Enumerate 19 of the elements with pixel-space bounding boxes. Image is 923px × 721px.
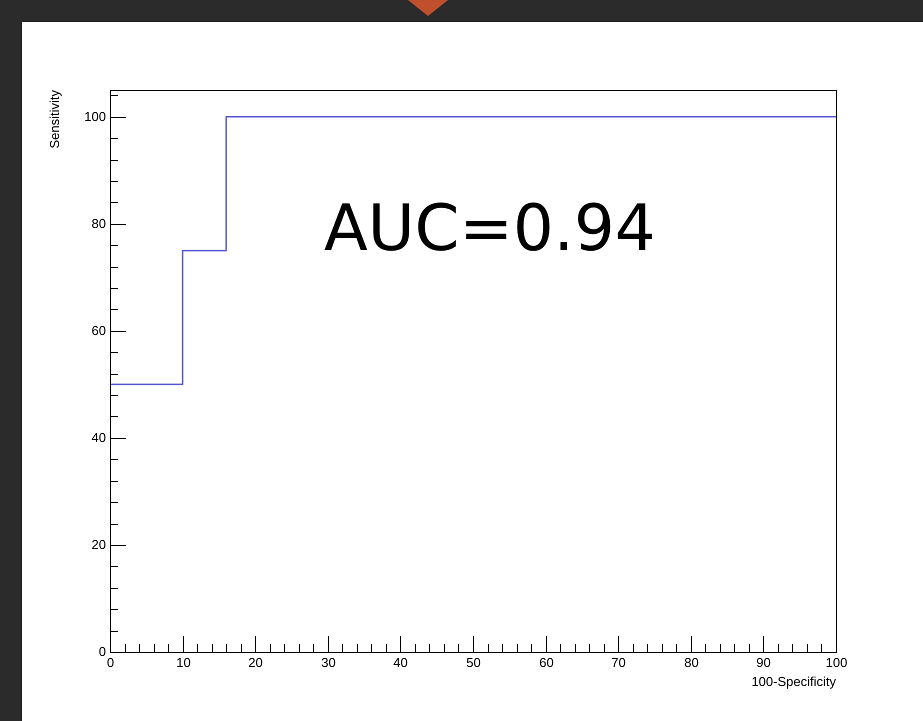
x-axis-title: 100-Specificity [751, 674, 836, 690]
x-tick-label: 70 [611, 655, 626, 670]
x-tick-label: 80 [684, 655, 699, 670]
x-tick-label: 20 [248, 655, 263, 670]
x-tick-label: 50 [466, 655, 481, 670]
y-tick-label: 80 [92, 216, 106, 232]
x-tick-label: 30 [321, 655, 336, 670]
x-tick-label: 40 [393, 655, 408, 670]
annotation: AUC=0.94 [324, 192, 656, 266]
x-tick-label: 90 [756, 655, 771, 670]
x-tick-label: 100 [826, 655, 848, 670]
x-tick-label: 60 [539, 655, 554, 670]
y-tick-label: 40 [92, 430, 106, 446]
y-tick-label: 20 [92, 537, 106, 552]
y-tick-label: 60 [92, 323, 106, 338]
x-tick-label: 10 [176, 655, 191, 670]
y-tick-label: 0 [98, 644, 106, 660]
y-tick-label: 100 [84, 109, 106, 124]
y-axis-title: Sensitivity [47, 90, 62, 149]
